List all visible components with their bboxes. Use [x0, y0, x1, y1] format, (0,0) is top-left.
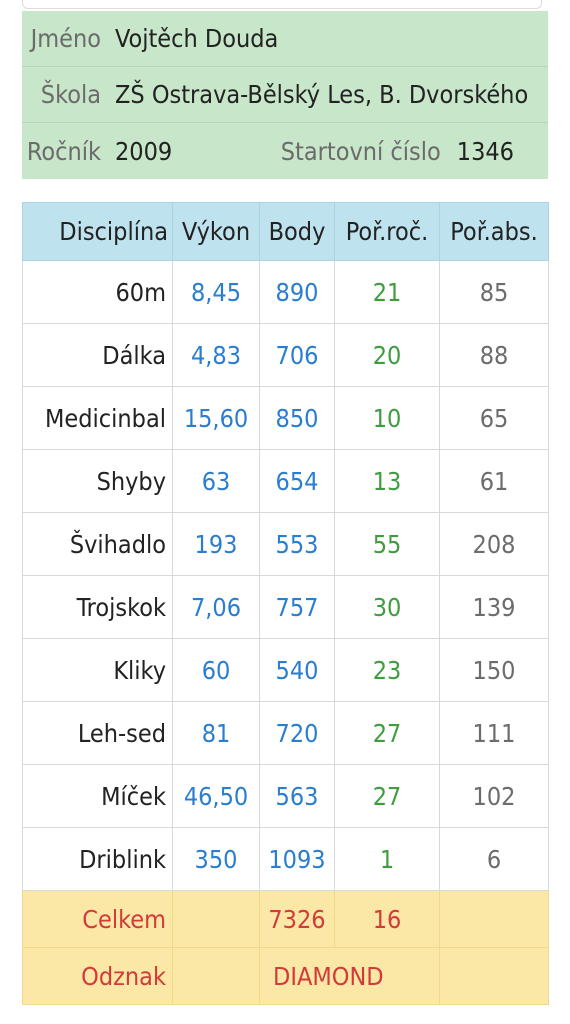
discipline-cell: Shyby	[22, 449, 173, 513]
table-row: Shyby 63 654 13 61	[22, 449, 549, 513]
rank-abs-cell: 6	[439, 827, 549, 891]
points-cell: 890	[259, 260, 335, 324]
table-row: Medicinbal 15,60 850 10 65	[22, 386, 549, 450]
total-rank-abs-empty	[439, 890, 549, 948]
total-row: Celkem 7326 16	[22, 890, 549, 948]
school-label: Škola	[40, 80, 101, 109]
performance-cell: 81	[172, 701, 260, 765]
points-cell: 563	[259, 764, 335, 828]
performance-cell: 15,60	[172, 386, 260, 450]
total-performance-empty	[172, 890, 260, 948]
rank-year-cell: 30	[334, 575, 440, 639]
performance-cell: 8,45	[172, 260, 260, 324]
discipline-cell: 60m	[22, 260, 173, 324]
points-cell: 553	[259, 512, 335, 576]
rank-year-cell: 1	[334, 827, 440, 891]
total-points: 7326	[259, 890, 335, 948]
table-row: Dálka 4,83 706 20 88	[22, 323, 549, 387]
table-row: Švihadlo 193 553 55 208	[22, 512, 549, 576]
rank-abs-cell: 65	[439, 386, 549, 450]
name-label: Jméno	[30, 24, 101, 53]
rank-year-cell: 55	[334, 512, 440, 576]
performance-cell: 4,83	[172, 323, 260, 387]
start-number: 1346	[456, 136, 514, 166]
rank-year-cell: 20	[334, 323, 440, 387]
badge-row: Odznak DIAMOND	[22, 947, 549, 1005]
header-performance: Výkon	[172, 202, 260, 261]
discipline-cell: Dálka	[22, 323, 173, 387]
year-label: Ročník	[26, 136, 101, 166]
points-cell: 706	[259, 323, 335, 387]
rank-year-cell: 21	[334, 260, 440, 324]
rank-abs-cell: 88	[439, 323, 549, 387]
discipline-cell: Driblink	[22, 827, 173, 891]
badge-value: DIAMOND	[259, 947, 440, 1005]
points-cell: 654	[259, 449, 335, 513]
performance-cell: 193	[172, 512, 260, 576]
athlete-info-panel: Jméno Vojtěch Douda Škola ZŠ Ostrava-Běl…	[22, 11, 548, 179]
rank-abs-cell: 139	[439, 575, 549, 639]
school-name: ZŠ Ostrava-Bělský Les, B. Dvorského	[115, 80, 529, 109]
header-points: Body	[259, 202, 335, 261]
discipline-cell: Míček	[22, 764, 173, 828]
top-card-edge	[22, 0, 542, 9]
table-row: Driblink 350 1093 1 6	[22, 827, 549, 891]
header-discipline: Disciplína	[22, 202, 173, 261]
header-rank-abs: Poř.abs.	[439, 202, 549, 261]
rank-year-cell: 23	[334, 638, 440, 702]
table-row: 60m 8,45 890 21 85	[22, 260, 549, 324]
badge-empty-cell	[172, 947, 260, 1005]
performance-cell: 60	[172, 638, 260, 702]
table-row: Leh-sed 81 720 27 111	[22, 701, 549, 765]
discipline-cell: Medicinbal	[22, 386, 173, 450]
badge-empty-cell-end	[439, 947, 549, 1005]
rank-year-cell: 10	[334, 386, 440, 450]
discipline-cell: Švihadlo	[22, 512, 173, 576]
school-row: Škola ZŠ Ostrava-Bělský Les, B. Dvorskéh…	[22, 67, 548, 123]
rank-abs-cell: 111	[439, 701, 549, 765]
header-rank-year: Poř.roč.	[334, 202, 440, 261]
start-number-label: Startovní číslo	[280, 136, 441, 166]
name-row: Jméno Vojtěch Douda	[22, 11, 548, 67]
results-table: Disciplína Výkon Body Poř.roč. Poř.abs. …	[22, 202, 549, 1005]
rank-abs-cell: 208	[439, 512, 549, 576]
rank-abs-cell: 102	[439, 764, 549, 828]
points-cell: 757	[259, 575, 335, 639]
table-row: Kliky 60 540 23 150	[22, 638, 549, 702]
discipline-cell: Trojskok	[22, 575, 173, 639]
discipline-cell: Kliky	[22, 638, 173, 702]
performance-cell: 46,50	[172, 764, 260, 828]
points-cell: 850	[259, 386, 335, 450]
table-row: Míček 46,50 563 27 102	[22, 764, 549, 828]
birth-year: 2009	[115, 136, 173, 166]
table-row: Trojskok 7,06 757 30 139	[22, 575, 549, 639]
badge-label: Odznak	[22, 947, 173, 1005]
year-row: Ročník 2009 Startovní číslo 1346	[22, 123, 548, 179]
rank-year-cell: 27	[334, 701, 440, 765]
discipline-cell: Leh-sed	[22, 701, 173, 765]
points-cell: 1093	[259, 827, 335, 891]
rank-abs-cell: 85	[439, 260, 549, 324]
total-label: Celkem	[22, 890, 173, 948]
performance-cell: 63	[172, 449, 260, 513]
table-header-row: Disciplína Výkon Body Poř.roč. Poř.abs.	[22, 202, 549, 261]
rank-abs-cell: 150	[439, 638, 549, 702]
rank-year-cell: 13	[334, 449, 440, 513]
athlete-name: Vojtěch Douda	[115, 24, 279, 53]
rank-year-cell: 27	[334, 764, 440, 828]
performance-cell: 7,06	[172, 575, 260, 639]
points-cell: 720	[259, 701, 335, 765]
rank-abs-cell: 61	[439, 449, 549, 513]
performance-cell: 350	[172, 827, 260, 891]
total-rank-year: 16	[334, 890, 440, 948]
points-cell: 540	[259, 638, 335, 702]
